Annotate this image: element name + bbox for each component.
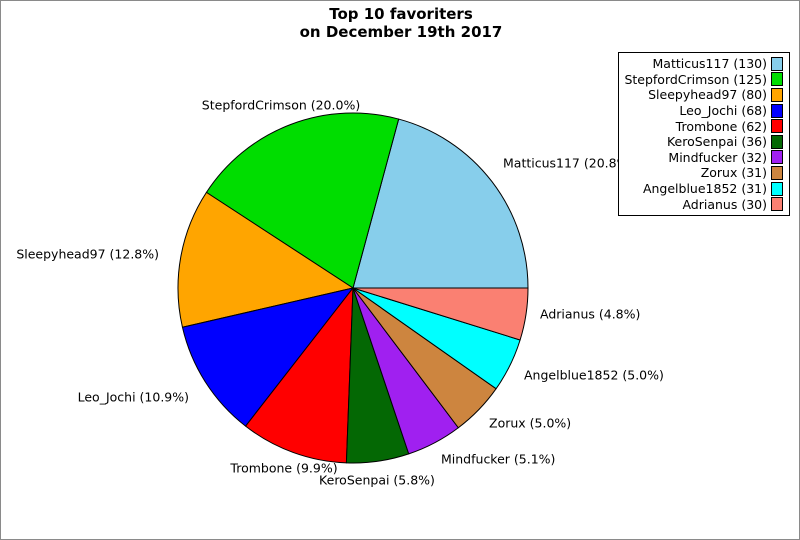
legend-item-Angelblue1852: Angelblue1852 (31): [623, 181, 783, 197]
pie-slice-StepfordCrimson: [205, 112, 400, 289]
legend-label: Matticus117 (130): [652, 56, 767, 72]
legend-item-Mindfucker: Mindfucker (32): [623, 150, 783, 166]
legend-item-Trombone: Trombone (62): [623, 118, 783, 134]
legend-swatch: [771, 197, 783, 212]
legend-label: Leo_Jochi (68): [679, 103, 767, 119]
legend-item-Adrianus: Adrianus (30): [623, 196, 783, 212]
legend-label: KeroSenpai (36): [666, 134, 767, 150]
legend-item-KeroSenpai: KeroSenpai (36): [623, 134, 783, 150]
legend-swatch: [771, 103, 783, 118]
legend-swatch: [771, 87, 783, 102]
legend-swatch: [771, 181, 783, 196]
legend-swatch: [771, 119, 783, 134]
legend-item-Zorux: Zorux (31): [623, 165, 783, 181]
legend-swatch: [771, 56, 783, 71]
legend-item-StepfordCrimson: StepfordCrimson (125): [623, 72, 783, 88]
legend-item-Leo_Jochi: Leo_Jochi (68): [623, 103, 783, 119]
legend-swatch: [771, 150, 783, 165]
legend-label: Mindfucker (32): [668, 149, 767, 165]
legend-item-Sleepyhead97: Sleepyhead97 (80): [623, 87, 783, 103]
legend-label: Zorux (31): [700, 165, 767, 181]
chart-title-line1: Top 10 favoriters: [329, 5, 473, 23]
legend-label: Adrianus (30): [682, 196, 767, 212]
pie-slice-Matticus117: [352, 118, 529, 289]
chart-title: Top 10 favoriters on December 19th 2017: [1, 5, 799, 41]
legend-swatch: [771, 134, 783, 149]
chart-title-line2: on December 19th 2017: [299, 23, 503, 41]
pie-slice-Trombone: [245, 287, 354, 464]
legend-label: StepfordCrimson (125): [624, 71, 767, 87]
legend-item-Matticus117: Matticus117 (130): [623, 56, 783, 72]
legend-label: Angelblue1852 (31): [642, 181, 767, 197]
legend-label: Trombone (62): [675, 118, 767, 134]
pie-slice-Leo_Jochi: [181, 287, 354, 427]
legend-swatch: [771, 72, 783, 87]
legend-swatch: [771, 165, 783, 180]
legend-label: Sleepyhead97 (80): [648, 87, 767, 103]
pie-slice-Adrianus: [352, 287, 529, 341]
legend-box: Matticus117 (130) StepfordCrimson (125) Sl…: [618, 52, 790, 216]
pie-slice-Sleepyhead97: [177, 191, 354, 328]
